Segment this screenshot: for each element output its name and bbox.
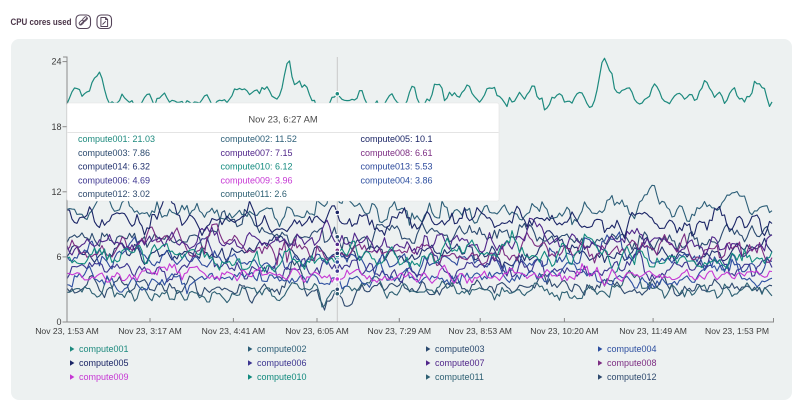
svg-text:compute006: 4.69: compute006: 4.69: [78, 176, 150, 186]
svg-text:Nov 23, 3:17 AM: Nov 23, 3:17 AM: [118, 326, 182, 336]
svg-text:24: 24: [51, 57, 61, 67]
svg-text:compute002: compute002: [257, 344, 307, 354]
svg-text:compute003: compute003: [435, 344, 485, 354]
svg-text:6: 6: [56, 252, 61, 262]
svg-text:compute007: compute007: [435, 358, 485, 368]
svg-text:compute010: compute010: [257, 372, 307, 382]
svg-text:Nov 23, 7:29 AM: Nov 23, 7:29 AM: [368, 326, 432, 336]
svg-text:12: 12: [51, 187, 61, 197]
svg-text:Nov 23, 8:53 AM: Nov 23, 8:53 AM: [448, 326, 512, 336]
svg-text:compute004: 3.86: compute004: 3.86: [361, 176, 433, 186]
svg-text:compute011: compute011: [435, 372, 484, 382]
svg-text:compute005: 10.1: compute005: 10.1: [361, 134, 433, 144]
svg-text:compute011: 2.6: compute011: 2.6: [221, 189, 287, 199]
svg-text:Nov 23, 11:49 AM: Nov 23, 11:49 AM: [619, 326, 687, 336]
svg-text:CPU cores used: CPU cores used: [11, 16, 72, 27]
svg-text:Nov 23, 10:20 AM: Nov 23, 10:20 AM: [530, 326, 598, 336]
svg-text:18: 18: [51, 122, 61, 132]
svg-text:Nov 23, 6:05 AM: Nov 23, 6:05 AM: [285, 326, 349, 336]
svg-text:Nov 23, 4:41 AM: Nov 23, 4:41 AM: [202, 326, 266, 336]
svg-text:Nov 23, 6:27 AM: Nov 23, 6:27 AM: [248, 114, 317, 125]
svg-text:Nov 23, 1:53 AM: Nov 23, 1:53 AM: [35, 326, 99, 336]
svg-text:compute001: compute001: [79, 344, 129, 354]
svg-text:compute014: 6.32: compute014: 6.32: [78, 162, 150, 172]
svg-text:compute012: 3.02: compute012: 3.02: [78, 189, 150, 199]
svg-text:compute010: 6.12: compute010: 6.12: [221, 162, 293, 172]
svg-text:compute008: compute008: [607, 358, 657, 368]
svg-text:compute007: 7.15: compute007: 7.15: [221, 148, 293, 158]
svg-text:compute005: compute005: [79, 358, 129, 368]
svg-text:compute008: 6.61: compute008: 6.61: [361, 148, 433, 158]
svg-text:compute002: 11.52: compute002: 11.52: [221, 134, 297, 144]
svg-text:compute009: compute009: [79, 372, 129, 382]
svg-text:compute006: compute006: [257, 358, 307, 368]
svg-text:compute004: compute004: [607, 344, 657, 354]
svg-text:0: 0: [56, 317, 61, 327]
svg-text:compute001: 21.03: compute001: 21.03: [78, 134, 155, 144]
svg-text:compute013: 5.53: compute013: 5.53: [361, 162, 433, 172]
svg-text:compute012: compute012: [607, 372, 657, 382]
svg-text:compute003: 7.86: compute003: 7.86: [78, 148, 150, 158]
svg-text:compute009: 3.96: compute009: 3.96: [221, 176, 293, 186]
svg-text:Nov 23, 1:53 PM: Nov 23, 1:53 PM: [705, 326, 769, 336]
